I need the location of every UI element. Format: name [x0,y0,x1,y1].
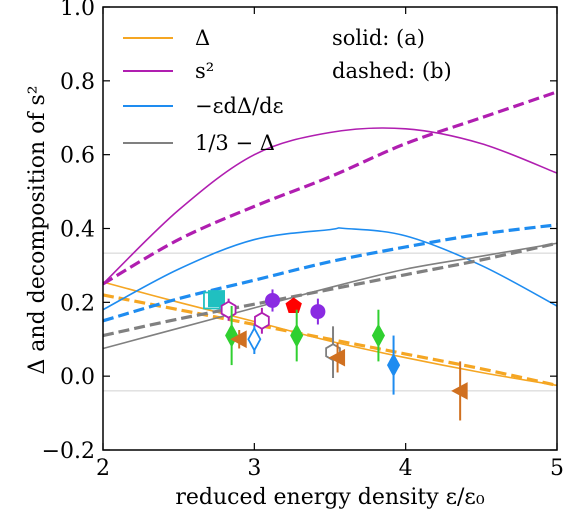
y-tick-label-5: 0.8 [60,70,95,95]
series-line-7 [102,241,558,338]
legend: Δ s² −εdΔ/dε 1/3 − Δ [123,26,283,155]
data-point-6 [254,311,270,330]
data-point-7 [264,292,280,308]
data-point-4 [230,330,247,349]
data-point-5 [247,326,262,353]
y-axis-label: Δ and decomposition of s² [25,85,50,374]
y-tick-label-3: 0.4 [60,218,95,243]
legend-label-derivative: −εdΔ/dε [195,94,283,118]
series-line-1 [102,293,558,387]
data-point-8 [285,297,302,313]
series-line-2 [102,127,558,285]
y-tick-label-6: 1.0 [60,0,95,21]
legend-label-third-minus-delta: 1/3 − Δ [195,131,275,155]
data-point-13 [371,323,385,348]
x-tick-label-3: 5 [550,456,564,481]
x-axis-label: reduced energy density ε/ε₀ [175,485,485,510]
y-tick-label-2: 0.2 [60,291,95,316]
reference-lines [103,252,557,392]
series-line-5 [102,223,558,323]
x-tick-label-1: 3 [247,456,261,481]
plot-frame [102,6,558,451]
data-point-1 [208,290,225,308]
series-curves [102,90,558,387]
data-point-15 [451,382,468,400]
annotation-solid: solid: (a) [332,26,425,50]
data-point-14 [386,353,401,378]
series-line-6 [102,242,558,350]
series-line-0 [102,281,558,387]
series-line-3 [102,90,558,286]
y-tick-label-0: −0.2 [42,439,95,464]
legend-label-s2: s² [195,59,214,83]
data-point-2 [220,300,237,319]
data-point-12 [328,348,346,367]
y-tick-label-4: 0.6 [60,144,95,169]
legend-label-delta: Δ [195,26,210,50]
axis-ticks: 2 3 4 5 −0.2 0.0 0.2 0.4 0.6 0.8 1.0 [42,0,564,481]
x-tick-label-0: 2 [96,456,110,481]
data-point-10 [310,304,326,320]
x-tick-label-2: 4 [399,456,413,481]
y-tick-label-1: 0.0 [60,365,95,390]
data-point-9 [290,323,304,348]
annotation-dashed: dashed: (b) [332,59,452,83]
data-point-3 [225,323,239,348]
data-points [203,289,468,421]
series-line-4 [102,227,558,311]
